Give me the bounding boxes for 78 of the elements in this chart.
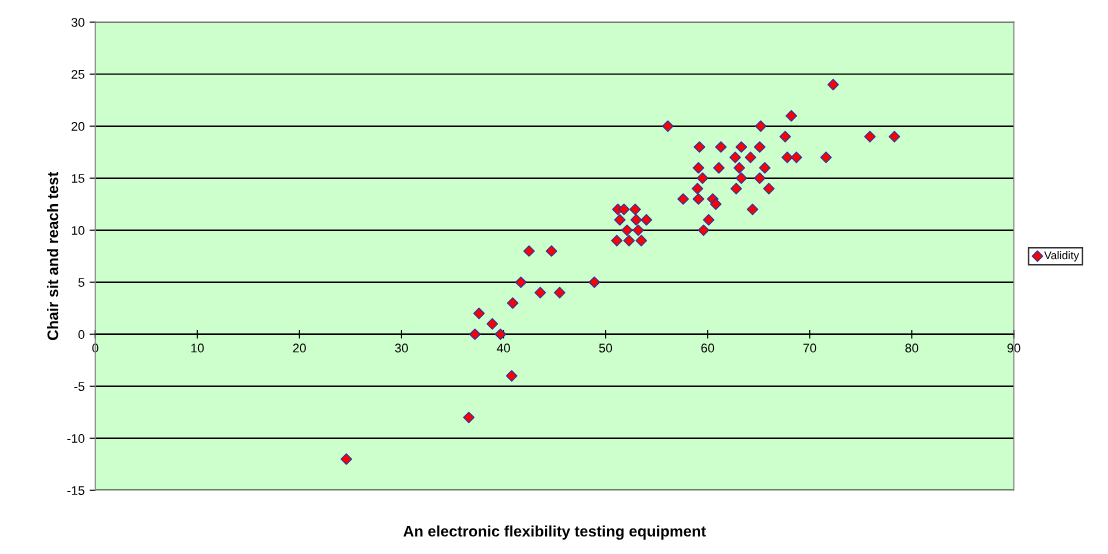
point (753, 172, 766, 184)
legend-label: Validity (1044, 251, 1080, 262)
point (523, 245, 535, 257)
point (746, 203, 759, 216)
point (506, 297, 519, 309)
point (486, 318, 499, 330)
point (635, 234, 648, 247)
x-tick-label: 40 (496, 343, 510, 353)
y-tick-label: -15 (67, 486, 85, 495)
point (677, 193, 689, 205)
point (553, 286, 566, 299)
point (763, 182, 775, 195)
point (505, 370, 518, 382)
y-tick-label: 15 (71, 174, 85, 183)
point (864, 130, 876, 143)
point (588, 276, 601, 288)
point (715, 141, 727, 153)
y-tick-label: -10 (67, 434, 85, 443)
x-tick-label: 50 (599, 343, 613, 353)
point (534, 286, 547, 299)
point (744, 151, 757, 164)
point (779, 130, 791, 143)
point (753, 141, 766, 153)
point (702, 214, 715, 226)
point (545, 245, 558, 257)
point (790, 151, 803, 164)
point (614, 214, 626, 226)
point (730, 182, 742, 195)
point (621, 224, 633, 236)
point (827, 78, 839, 91)
point (623, 234, 635, 247)
point (629, 203, 641, 216)
point (820, 151, 832, 164)
point (785, 110, 798, 122)
point (696, 172, 709, 184)
y-axis-title: Chair sit and reach test (47, 171, 59, 341)
y-tick-label: -5 (74, 382, 85, 391)
point (735, 172, 748, 184)
x-tick-label: 80 (905, 343, 919, 353)
point (469, 328, 481, 340)
y-tick-label: 20 (71, 121, 85, 131)
point (632, 224, 644, 236)
y-tick-label: 25 (71, 69, 85, 79)
point (515, 276, 527, 288)
point (692, 162, 705, 174)
point (463, 411, 475, 424)
x-tick-label: 20 (293, 343, 306, 353)
point (888, 130, 901, 143)
point (662, 120, 674, 132)
x-tick-label: 90 (1007, 343, 1021, 353)
point (618, 203, 630, 216)
point (754, 120, 767, 132)
point (713, 162, 725, 174)
y-tick-label: 0 (78, 330, 85, 339)
point (697, 224, 710, 236)
point (693, 141, 706, 153)
x-tick-label: 60 (701, 343, 715, 353)
point (630, 214, 642, 226)
point (691, 182, 704, 195)
x-axis-title: An electronic flexibility testing equipment (403, 525, 706, 540)
x-tick-label: 0 (92, 343, 99, 353)
point (340, 453, 353, 465)
x-tick-label: 30 (394, 343, 408, 353)
point (692, 193, 705, 205)
x-tick-label: 70 (803, 343, 817, 353)
point (735, 141, 748, 153)
y-tick-label: 5 (78, 278, 85, 287)
point (729, 151, 741, 164)
x-tick-label: 10 (191, 343, 204, 353)
point (473, 307, 485, 320)
point (611, 234, 623, 247)
y-tick-label: 30 (71, 17, 85, 27)
y-tick-label: 10 (71, 226, 85, 235)
point (733, 162, 746, 174)
point (640, 214, 653, 226)
point (710, 198, 722, 210)
point (494, 328, 507, 340)
point (759, 162, 771, 174)
